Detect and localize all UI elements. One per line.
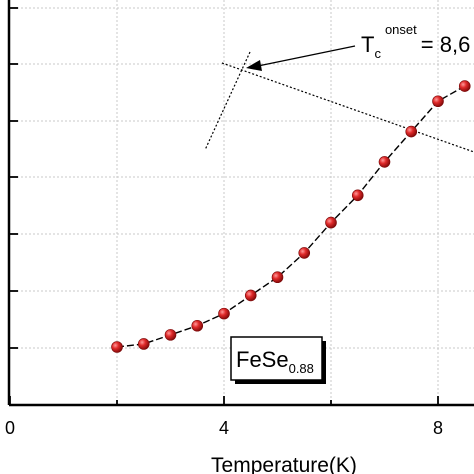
grid bbox=[9, 0, 474, 405]
data-point bbox=[458, 80, 471, 92]
tc-arrow-head bbox=[246, 60, 262, 71]
data-points bbox=[111, 80, 471, 353]
data-point bbox=[218, 307, 230, 320]
data-point bbox=[298, 247, 311, 259]
falling-fit-line bbox=[221, 62, 474, 153]
x-tick-labels: 0481216 bbox=[5, 418, 443, 438]
tc-value: = 8,6 bbox=[421, 32, 471, 57]
data-point bbox=[378, 156, 391, 168]
x-tick-label: 4 bbox=[219, 418, 229, 438]
data-point bbox=[164, 329, 177, 341]
data-point bbox=[432, 95, 444, 108]
tc-main: T bbox=[361, 32, 374, 57]
x-tick-label: 8 bbox=[433, 418, 443, 438]
sample-main: FeSe bbox=[236, 347, 289, 372]
data-point bbox=[111, 341, 123, 353]
data-point bbox=[325, 216, 337, 229]
x-ticks bbox=[9, 396, 439, 405]
tc-subscript: c bbox=[374, 46, 381, 61]
data-point bbox=[405, 125, 418, 138]
x-axis-title: Temperature(K) bbox=[211, 454, 357, 474]
fit-lines bbox=[116, 51, 474, 348]
data-point bbox=[351, 189, 364, 202]
sample-subscript: 0.88 bbox=[289, 361, 314, 376]
tc-arrow-line bbox=[257, 45, 356, 67]
onset-fit-line bbox=[204, 51, 251, 151]
tc-superscript: onset bbox=[385, 22, 417, 37]
y-ticks bbox=[9, 7, 18, 349]
sample-box bbox=[230, 336, 323, 381]
data-point bbox=[244, 289, 257, 302]
data-point bbox=[271, 271, 284, 284]
tc-label: Tconset = 8,6 bbox=[361, 22, 470, 61]
rising-fit-line bbox=[116, 85, 466, 348]
x-tick-label: 0 bbox=[5, 418, 15, 438]
sample-label-box: FeSe0.88 bbox=[230, 336, 326, 384]
data-point bbox=[191, 319, 204, 332]
data-point bbox=[137, 338, 150, 350]
sample-label: FeSe0.88 bbox=[236, 347, 314, 376]
tc-annotation: Tconset = 8,6 bbox=[246, 22, 470, 71]
